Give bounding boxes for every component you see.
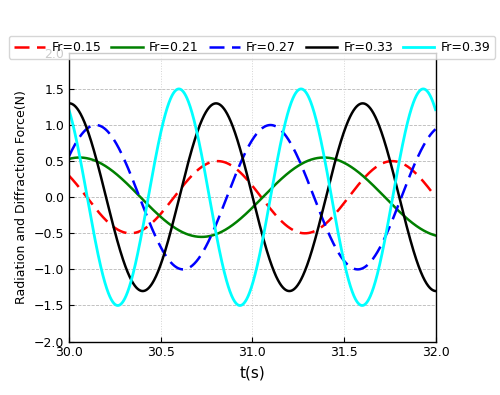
Fr=0.27 <box>422 141 428 145</box>
Fr=0.27 <box>234 167 240 172</box>
Fr=0.15 <box>432 194 438 199</box>
X-axis label: t(s): t(s) <box>240 365 265 380</box>
Y-axis label: Radiation and Diffraction Force(N): Radiation and Diffraction Force(N) <box>15 90 28 304</box>
Fr=0.27 <box>66 154 72 159</box>
Fr=0.33 <box>66 101 72 106</box>
Line: Fr=0.21: Fr=0.21 <box>69 158 436 237</box>
Line: Fr=0.33: Fr=0.33 <box>69 103 436 291</box>
Fr=0.27 <box>432 127 438 132</box>
Fr=0.33 <box>354 103 360 108</box>
Fr=0.21 <box>432 233 438 238</box>
Fr=0.27 <box>355 267 361 272</box>
Line: Fr=0.27: Fr=0.27 <box>69 125 436 269</box>
Fr=0.21 <box>84 156 90 161</box>
Fr=0.27 <box>422 140 428 145</box>
Fr=0.33 <box>234 138 240 143</box>
Fr=0.15 <box>234 167 240 172</box>
Fr=0.15 <box>422 181 428 186</box>
Fr=0.15 <box>244 177 250 182</box>
Fr=0.27 <box>180 267 186 272</box>
Fr=0.39 <box>298 87 304 91</box>
Fr=0.39 <box>422 87 428 92</box>
Fr=0.33 <box>422 278 428 283</box>
Fr=0.39 <box>354 300 360 305</box>
Fr=0.27 <box>244 146 250 151</box>
Fr=0.27 <box>84 126 90 131</box>
Fr=0.15 <box>389 159 395 164</box>
Fr=0.21 <box>198 235 204 239</box>
Fr=0.21 <box>422 229 428 234</box>
Fr=0.39 <box>84 197 90 202</box>
Fr=0.15 <box>422 181 428 186</box>
Fr=0.39 <box>359 303 365 308</box>
Fr=0.27 <box>268 123 274 128</box>
Fr=0.33 <box>422 279 428 284</box>
Fr=0.39 <box>244 296 250 301</box>
Fr=0.21 <box>422 229 428 233</box>
Legend: Fr=0.15, Fr=0.21, Fr=0.27, Fr=0.33, Fr=0.39: Fr=0.15, Fr=0.21, Fr=0.27, Fr=0.33, Fr=0… <box>9 36 496 59</box>
Line: Fr=0.15: Fr=0.15 <box>69 161 436 233</box>
Fr=0.33 <box>360 101 366 106</box>
Line: Fr=0.39: Fr=0.39 <box>69 89 436 305</box>
Fr=0.33 <box>84 128 90 133</box>
Fr=0.21 <box>355 169 361 174</box>
Fr=0.21 <box>66 156 72 161</box>
Fr=0.15 <box>66 173 72 178</box>
Fr=0.15 <box>84 196 90 201</box>
Fr=0.15 <box>302 231 308 236</box>
Fr=0.39 <box>234 302 240 307</box>
Fr=0.33 <box>286 289 292 293</box>
Fr=0.21 <box>244 210 250 215</box>
Fr=0.33 <box>432 289 438 293</box>
Fr=0.39 <box>66 107 72 112</box>
Fr=0.21 <box>321 155 327 160</box>
Fr=0.21 <box>234 219 240 224</box>
Fr=0.33 <box>244 173 250 178</box>
Fr=0.15 <box>354 183 360 188</box>
Fr=0.39 <box>422 87 428 92</box>
Fr=0.39 <box>432 107 438 112</box>
